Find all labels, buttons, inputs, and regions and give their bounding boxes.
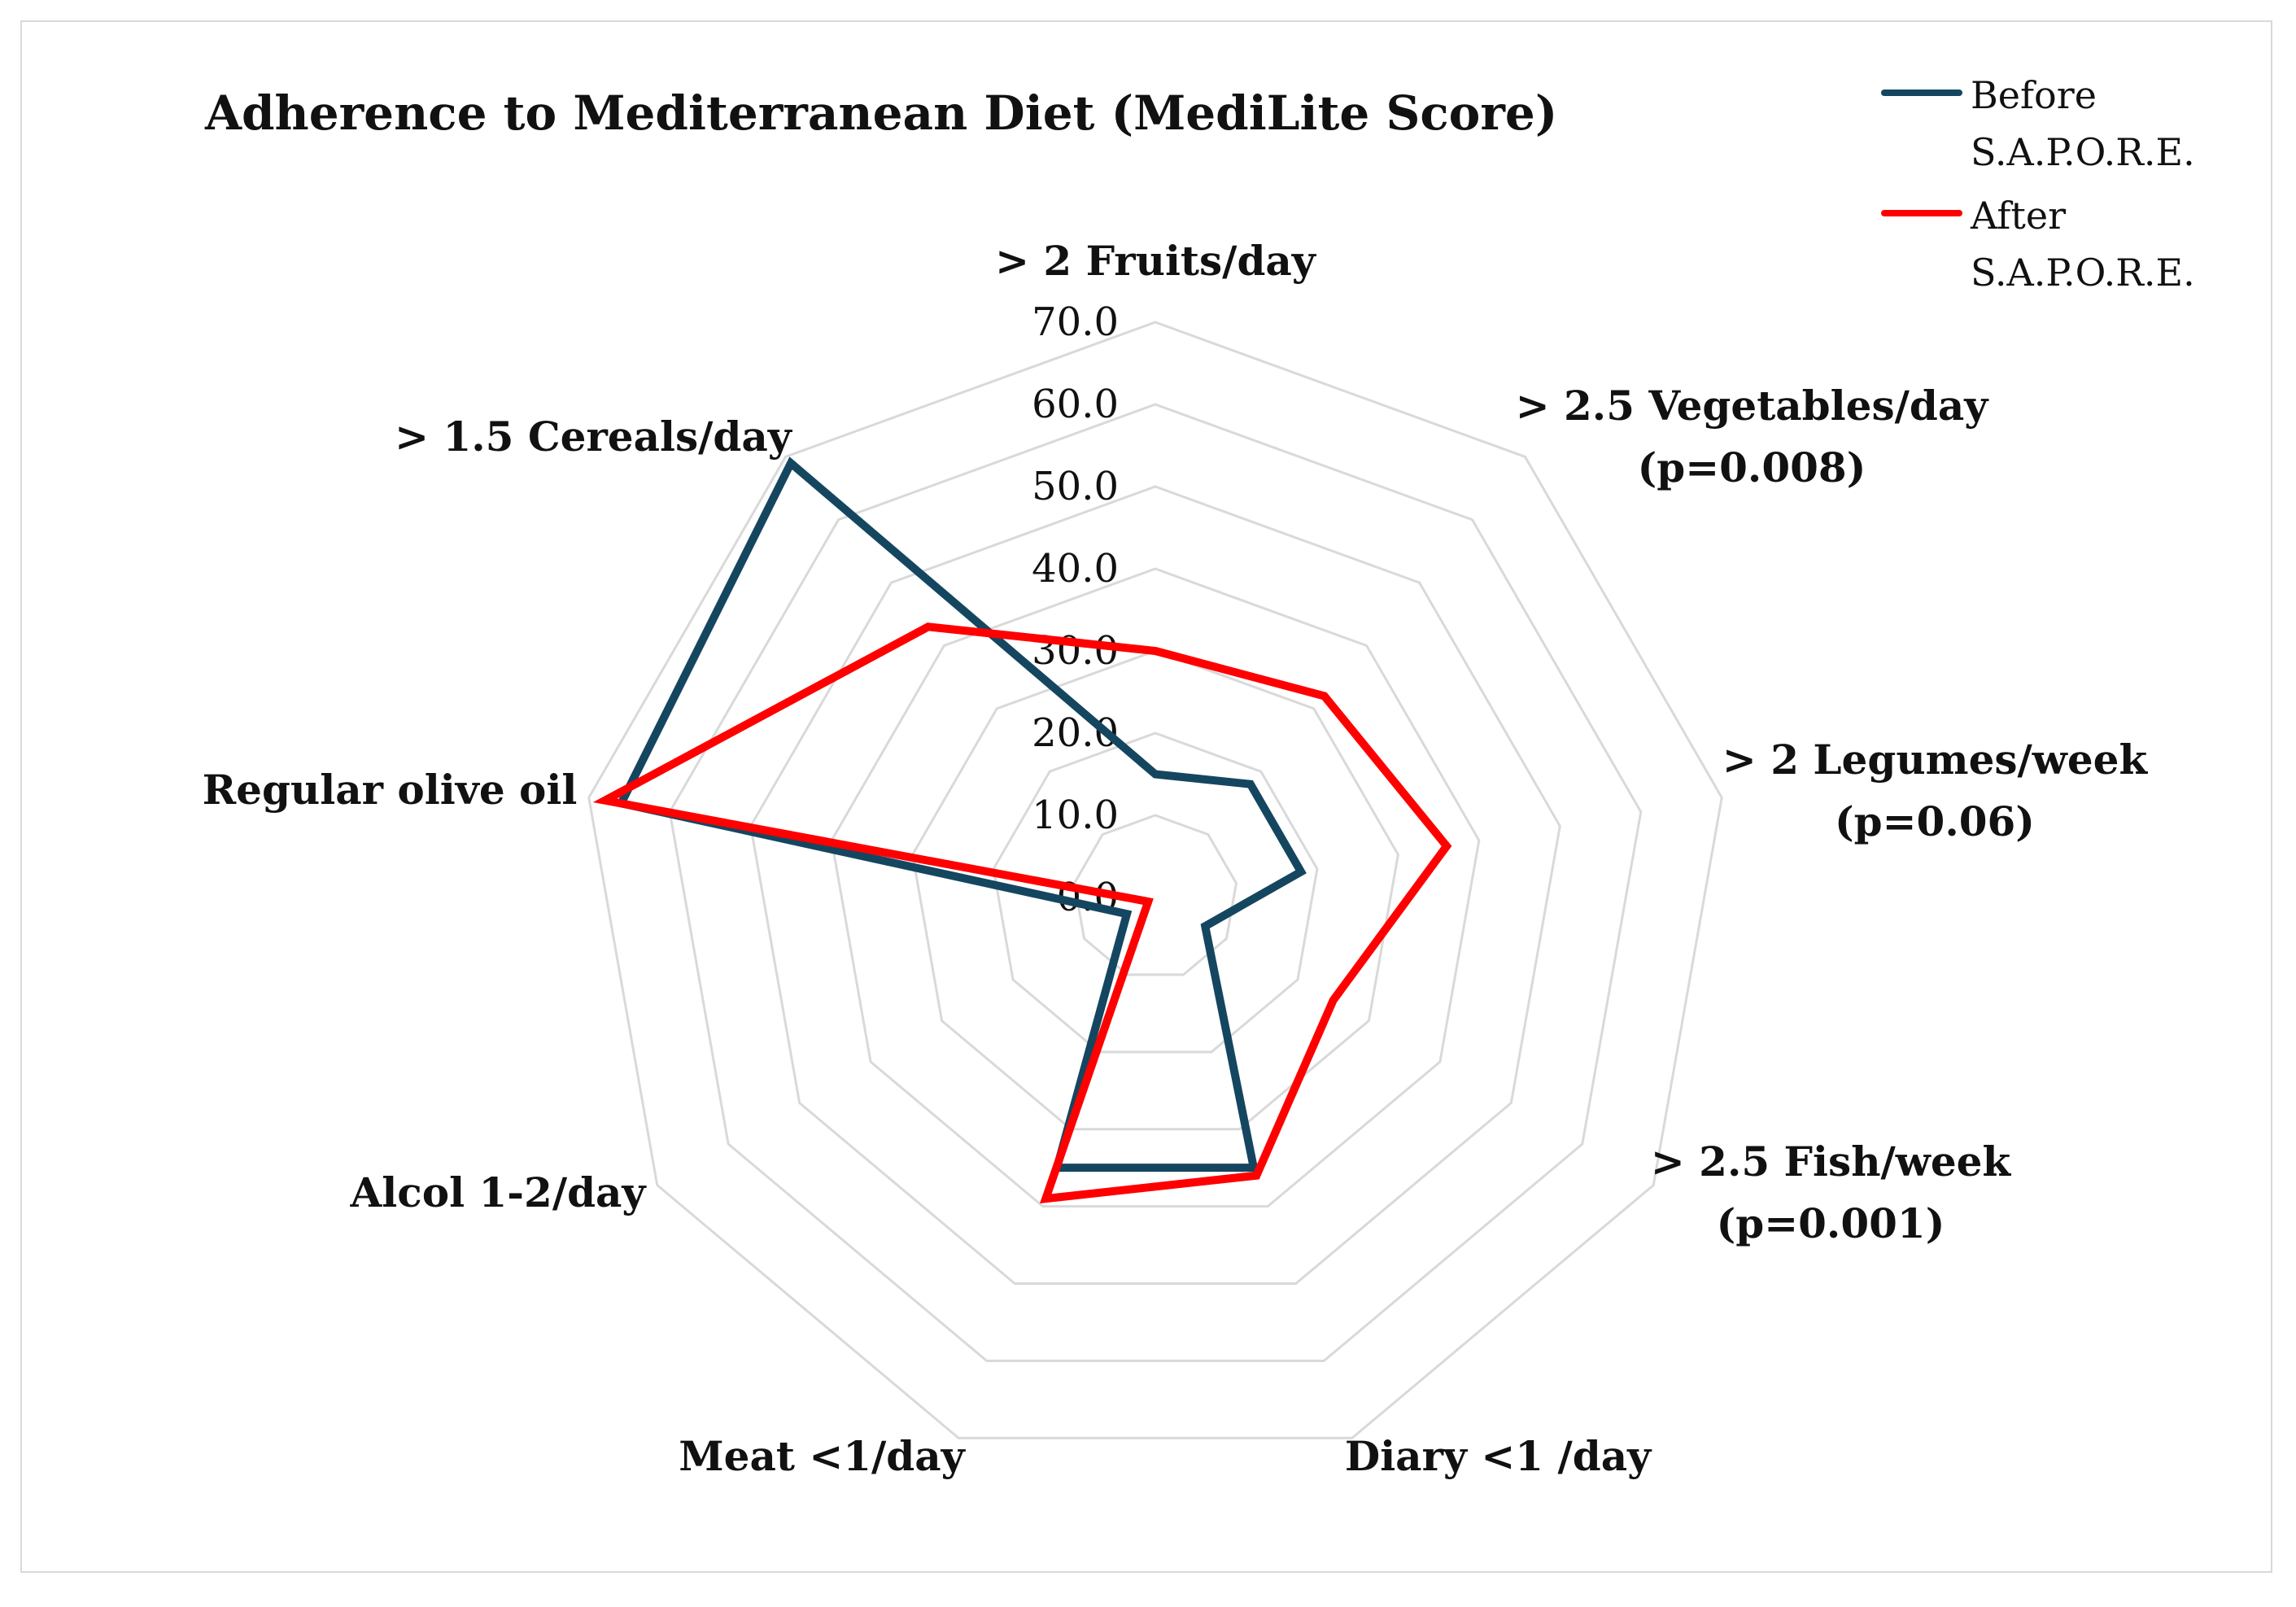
chart-title: Adherence to Mediterranean Diet (MediLit…	[205, 85, 1558, 141]
axis-label: (p=0.06)	[1835, 797, 2035, 845]
legend-swatch-after	[1881, 210, 1962, 216]
grid-ring	[1072, 814, 1238, 976]
legend-label-before-line1: Before	[1971, 73, 2097, 117]
axis-label: > 1.5 Cereals/day	[395, 413, 793, 461]
series-line-after	[592, 622, 1452, 1203]
axis-label: Meat <1/day	[679, 1432, 966, 1480]
axis-label: > 2 Fruits/day	[995, 237, 1317, 285]
grid-ring	[830, 567, 1481, 1208]
legend-label-after-line1: After	[1971, 194, 2067, 238]
grid-ring	[992, 731, 1319, 1054]
tick-label: 10.0	[1032, 793, 1119, 838]
tick-label: 70.0	[1032, 299, 1119, 345]
grid-ring	[911, 649, 1399, 1131]
legend-label-before-line2: S.A.P.O.R.E.	[1971, 130, 2195, 174]
axis-label: (p=0.008)	[1638, 443, 1866, 491]
legend-swatch-before	[1881, 90, 1962, 96]
axis-label: Regular olive oil	[203, 766, 578, 814]
axis-label: Diary <1 /day	[1345, 1432, 1652, 1480]
tick-label: 60.0	[1032, 382, 1119, 427]
axis-label: > 2.5 Fish/week	[1651, 1138, 2012, 1186]
grid-ring	[668, 403, 1643, 1362]
axis-label: > 2.5 Vegetables/day	[1516, 382, 1990, 430]
axis-label: > 2 Legumes/week	[1722, 736, 2149, 784]
series-line-before	[615, 456, 1307, 1172]
axis-label: (p=0.001)	[1717, 1199, 1945, 1247]
tick-label: 50.0	[1032, 464, 1119, 509]
grid-ring	[749, 485, 1561, 1286]
tick-label: 30.0	[1032, 628, 1119, 674]
axis-label: Alcol 1-2/day	[350, 1168, 648, 1216]
tick-label: 40.0	[1032, 546, 1119, 592]
legend-label-after-line2: S.A.P.O.R.E.	[1971, 251, 2195, 295]
chart-frame	[20, 20, 2272, 1573]
grid-ring	[587, 321, 1723, 1439]
